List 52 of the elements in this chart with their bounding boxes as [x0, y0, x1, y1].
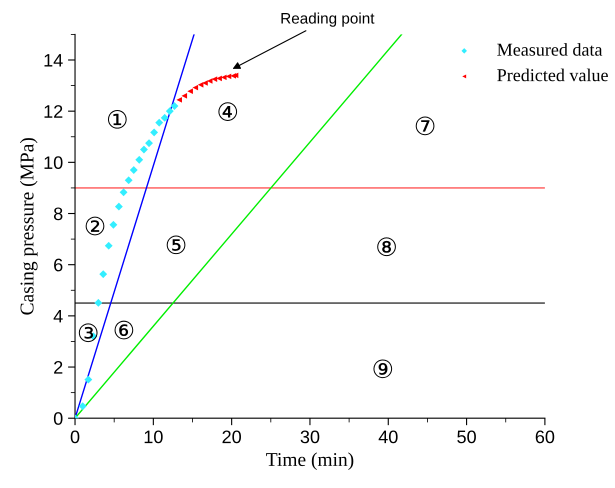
point — [120, 188, 128, 196]
annotation: ① — [108, 110, 127, 129]
x-axis-title: Time (min) — [266, 452, 354, 470]
point — [109, 220, 118, 229]
point — [150, 128, 158, 136]
legend-label: Measured data — [497, 43, 602, 56]
y-tick-label: 0 — [54, 412, 63, 425]
point — [99, 270, 108, 278]
point — [94, 298, 102, 307]
point — [124, 176, 133, 184]
annotation: ⑧ — [377, 237, 396, 256]
point — [181, 93, 188, 99]
x-tick-label: 30 — [300, 430, 320, 444]
legend-label: Predicted value — [497, 68, 608, 82]
annotation: ⑦ — [416, 116, 434, 136]
x-tick-label: 10 — [144, 430, 163, 444]
point — [160, 114, 169, 122]
y-tick-label: 4 — [54, 310, 63, 322]
point — [170, 102, 178, 110]
x-tick-label: 0 — [70, 430, 80, 444]
annotation: ③ — [78, 323, 98, 342]
y-tick-label: 6 — [54, 258, 62, 272]
point — [78, 402, 87, 410]
y-tick-label: 14 — [44, 54, 63, 67]
y-tick-label: 2 — [54, 360, 62, 374]
x-tick-label: 60 — [536, 430, 554, 444]
point — [140, 146, 148, 154]
point — [155, 118, 164, 127]
annotation: ④ — [218, 102, 238, 121]
point — [84, 376, 92, 384]
point — [176, 97, 182, 103]
point — [166, 107, 174, 116]
point — [198, 82, 204, 88]
annotation: Reading point — [281, 12, 374, 27]
y-tick-label: 12 — [44, 105, 62, 118]
point — [114, 202, 123, 211]
y-axis-title: Casing pressure (MPa) — [20, 138, 38, 315]
annotation: ⑤ — [166, 235, 186, 254]
annotation: ⑥ — [114, 320, 134, 340]
annotation: ② — [86, 216, 104, 236]
point — [104, 242, 113, 250]
annotation: ⑨ — [373, 359, 392, 378]
y-tick-label: 10 — [44, 156, 63, 170]
point — [145, 139, 153, 148]
point — [206, 78, 212, 84]
x-tick-label: 50 — [457, 430, 476, 444]
point — [130, 166, 138, 174]
x-tick-label: 40 — [378, 430, 398, 444]
point — [187, 88, 193, 94]
x-tick-label: 20 — [222, 430, 241, 444]
point — [135, 156, 144, 164]
y-tick-label: 8 — [54, 207, 62, 220]
